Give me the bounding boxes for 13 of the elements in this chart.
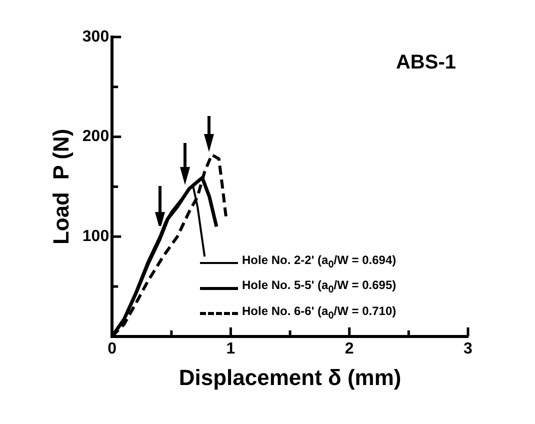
legend-label: Hole No. 5-5' (a$_{0}$/W = 0.695): [242, 277, 396, 298]
x-tick-label: 3: [464, 340, 473, 358]
x-tick-label: 2: [344, 340, 354, 358]
x-tick-label: 1: [226, 340, 236, 358]
y-axis-title: Load P (N): [48, 128, 74, 245]
annotation: ABS-1: [396, 52, 456, 74]
legend-label: Hole No. 6-6' (a$_{0}$/W = 0.710): [242, 302, 396, 324]
y-tick-label: 100: [82, 228, 110, 246]
x-axis-title: Displacement δ (mm): [178, 364, 402, 390]
y-tick-label: 300: [82, 28, 110, 46]
x-tick-label: 0: [108, 340, 117, 358]
legend-label: Hole No. 2-2' (a$_{0}$/W = 0.694): [242, 252, 396, 272]
y-tick-label: 200: [82, 128, 110, 146]
